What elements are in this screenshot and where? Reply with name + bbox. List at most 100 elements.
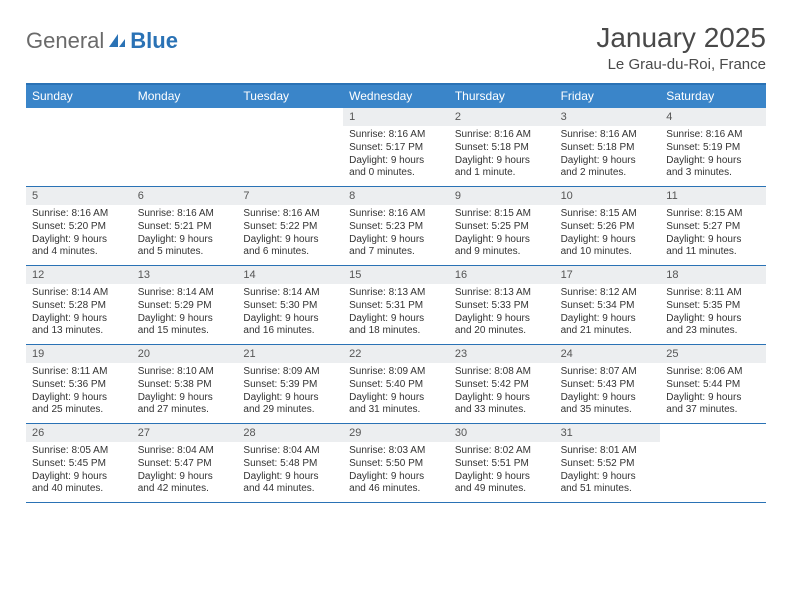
day-cell: 15Sunrise: 8:13 AMSunset: 5:31 PMDayligh… (343, 266, 449, 344)
day-cell: 6Sunrise: 8:16 AMSunset: 5:21 PMDaylight… (132, 187, 238, 265)
day-number: 31 (555, 424, 661, 442)
day-number: 7 (237, 187, 343, 205)
day-details: Sunrise: 8:16 AMSunset: 5:21 PMDaylight:… (132, 205, 238, 263)
day-cell: 21Sunrise: 8:09 AMSunset: 5:39 PMDayligh… (237, 345, 343, 423)
day-header: Tuesday (237, 85, 343, 108)
day-cell: 11Sunrise: 8:15 AMSunset: 5:27 PMDayligh… (660, 187, 766, 265)
brand-part1: General (26, 28, 104, 54)
week-row: 5Sunrise: 8:16 AMSunset: 5:20 PMDaylight… (26, 187, 766, 266)
day-details: Sunrise: 8:10 AMSunset: 5:38 PMDaylight:… (132, 363, 238, 421)
day-cell: 2Sunrise: 8:16 AMSunset: 5:18 PMDaylight… (449, 108, 555, 186)
day-number: 5 (26, 187, 132, 205)
day-cell: 29Sunrise: 8:03 AMSunset: 5:50 PMDayligh… (343, 424, 449, 502)
day-header: Monday (132, 85, 238, 108)
day-details: Sunrise: 8:02 AMSunset: 5:51 PMDaylight:… (449, 442, 555, 500)
day-number: 19 (26, 345, 132, 363)
week-row: 26Sunrise: 8:05 AMSunset: 5:45 PMDayligh… (26, 424, 766, 503)
day-cell: 18Sunrise: 8:11 AMSunset: 5:35 PMDayligh… (660, 266, 766, 344)
day-number: 23 (449, 345, 555, 363)
title-block: January 2025 Le Grau-du-Roi, France (596, 22, 766, 73)
day-details: Sunrise: 8:14 AMSunset: 5:29 PMDaylight:… (132, 284, 238, 342)
day-details: Sunrise: 8:01 AMSunset: 5:52 PMDaylight:… (555, 442, 661, 500)
day-cell: 24Sunrise: 8:07 AMSunset: 5:43 PMDayligh… (555, 345, 661, 423)
day-number: 22 (343, 345, 449, 363)
day-details: Sunrise: 8:11 AMSunset: 5:36 PMDaylight:… (26, 363, 132, 421)
day-cell: 28Sunrise: 8:04 AMSunset: 5:48 PMDayligh… (237, 424, 343, 502)
day-number: 18 (660, 266, 766, 284)
day-number: 15 (343, 266, 449, 284)
header: General Blue January 2025 Le Grau-du-Roi,… (26, 22, 766, 73)
day-cell: 27Sunrise: 8:04 AMSunset: 5:47 PMDayligh… (132, 424, 238, 502)
week-row: 12Sunrise: 8:14 AMSunset: 5:28 PMDayligh… (26, 266, 766, 345)
day-details: Sunrise: 8:15 AMSunset: 5:27 PMDaylight:… (660, 205, 766, 263)
day-cell: 4Sunrise: 8:16 AMSunset: 5:19 PMDaylight… (660, 108, 766, 186)
day-cell: 8Sunrise: 8:16 AMSunset: 5:23 PMDaylight… (343, 187, 449, 265)
sail-icon (107, 30, 127, 56)
day-header-row: Sunday Monday Tuesday Wednesday Thursday… (26, 85, 766, 108)
day-header: Wednesday (343, 85, 449, 108)
day-details: Sunrise: 8:13 AMSunset: 5:31 PMDaylight:… (343, 284, 449, 342)
day-details: Sunrise: 8:08 AMSunset: 5:42 PMDaylight:… (449, 363, 555, 421)
day-number: 13 (132, 266, 238, 284)
day-details: Sunrise: 8:16 AMSunset: 5:18 PMDaylight:… (449, 126, 555, 184)
day-number: 28 (237, 424, 343, 442)
day-cell: 23Sunrise: 8:08 AMSunset: 5:42 PMDayligh… (449, 345, 555, 423)
blank-cell (132, 108, 238, 186)
day-cell: 17Sunrise: 8:12 AMSunset: 5:34 PMDayligh… (555, 266, 661, 344)
day-details: Sunrise: 8:16 AMSunset: 5:22 PMDaylight:… (237, 205, 343, 263)
day-cell: 26Sunrise: 8:05 AMSunset: 5:45 PMDayligh… (26, 424, 132, 502)
day-details: Sunrise: 8:16 AMSunset: 5:23 PMDaylight:… (343, 205, 449, 263)
day-details: Sunrise: 8:15 AMSunset: 5:26 PMDaylight:… (555, 205, 661, 263)
day-details: Sunrise: 8:09 AMSunset: 5:40 PMDaylight:… (343, 363, 449, 421)
day-number: 29 (343, 424, 449, 442)
calendar: Sunday Monday Tuesday Wednesday Thursday… (26, 83, 766, 503)
page-subtitle: Le Grau-du-Roi, France (596, 56, 766, 73)
day-details: Sunrise: 8:16 AMSunset: 5:19 PMDaylight:… (660, 126, 766, 184)
day-cell: 19Sunrise: 8:11 AMSunset: 5:36 PMDayligh… (26, 345, 132, 423)
day-number: 17 (555, 266, 661, 284)
day-details: Sunrise: 8:16 AMSunset: 5:17 PMDaylight:… (343, 126, 449, 184)
day-cell: 30Sunrise: 8:02 AMSunset: 5:51 PMDayligh… (449, 424, 555, 502)
day-cell: 7Sunrise: 8:16 AMSunset: 5:22 PMDaylight… (237, 187, 343, 265)
day-number: 1 (343, 108, 449, 126)
day-number: 21 (237, 345, 343, 363)
day-details: Sunrise: 8:06 AMSunset: 5:44 PMDaylight:… (660, 363, 766, 421)
day-number: 4 (660, 108, 766, 126)
day-details: Sunrise: 8:16 AMSunset: 5:18 PMDaylight:… (555, 126, 661, 184)
day-details: Sunrise: 8:04 AMSunset: 5:47 PMDaylight:… (132, 442, 238, 500)
day-number: 6 (132, 187, 238, 205)
day-cell: 16Sunrise: 8:13 AMSunset: 5:33 PMDayligh… (449, 266, 555, 344)
day-details: Sunrise: 8:15 AMSunset: 5:25 PMDaylight:… (449, 205, 555, 263)
day-cell: 25Sunrise: 8:06 AMSunset: 5:44 PMDayligh… (660, 345, 766, 423)
day-number: 24 (555, 345, 661, 363)
brand-logo: General Blue (26, 22, 178, 54)
day-details: Sunrise: 8:05 AMSunset: 5:45 PMDaylight:… (26, 442, 132, 500)
day-number: 30 (449, 424, 555, 442)
day-details: Sunrise: 8:03 AMSunset: 5:50 PMDaylight:… (343, 442, 449, 500)
week-row: 1Sunrise: 8:16 AMSunset: 5:17 PMDaylight… (26, 108, 766, 187)
blank-cell (237, 108, 343, 186)
day-details: Sunrise: 8:16 AMSunset: 5:20 PMDaylight:… (26, 205, 132, 263)
day-number: 10 (555, 187, 661, 205)
day-number: 20 (132, 345, 238, 363)
day-cell: 10Sunrise: 8:15 AMSunset: 5:26 PMDayligh… (555, 187, 661, 265)
day-number: 26 (26, 424, 132, 442)
day-cell: 22Sunrise: 8:09 AMSunset: 5:40 PMDayligh… (343, 345, 449, 423)
calendar-page: General Blue January 2025 Le Grau-du-Roi,… (0, 0, 792, 513)
day-number: 2 (449, 108, 555, 126)
day-cell: 3Sunrise: 8:16 AMSunset: 5:18 PMDaylight… (555, 108, 661, 186)
day-details: Sunrise: 8:12 AMSunset: 5:34 PMDaylight:… (555, 284, 661, 342)
day-cell: 1Sunrise: 8:16 AMSunset: 5:17 PMDaylight… (343, 108, 449, 186)
weeks-container: 1Sunrise: 8:16 AMSunset: 5:17 PMDaylight… (26, 108, 766, 503)
brand-part2: Blue (130, 28, 178, 54)
blank-cell (26, 108, 132, 186)
day-details: Sunrise: 8:07 AMSunset: 5:43 PMDaylight:… (555, 363, 661, 421)
day-header: Thursday (449, 85, 555, 108)
day-details: Sunrise: 8:14 AMSunset: 5:28 PMDaylight:… (26, 284, 132, 342)
day-cell: 12Sunrise: 8:14 AMSunset: 5:28 PMDayligh… (26, 266, 132, 344)
day-cell: 9Sunrise: 8:15 AMSunset: 5:25 PMDaylight… (449, 187, 555, 265)
day-cell: 20Sunrise: 8:10 AMSunset: 5:38 PMDayligh… (132, 345, 238, 423)
day-number: 3 (555, 108, 661, 126)
day-header: Friday (555, 85, 661, 108)
day-number: 16 (449, 266, 555, 284)
